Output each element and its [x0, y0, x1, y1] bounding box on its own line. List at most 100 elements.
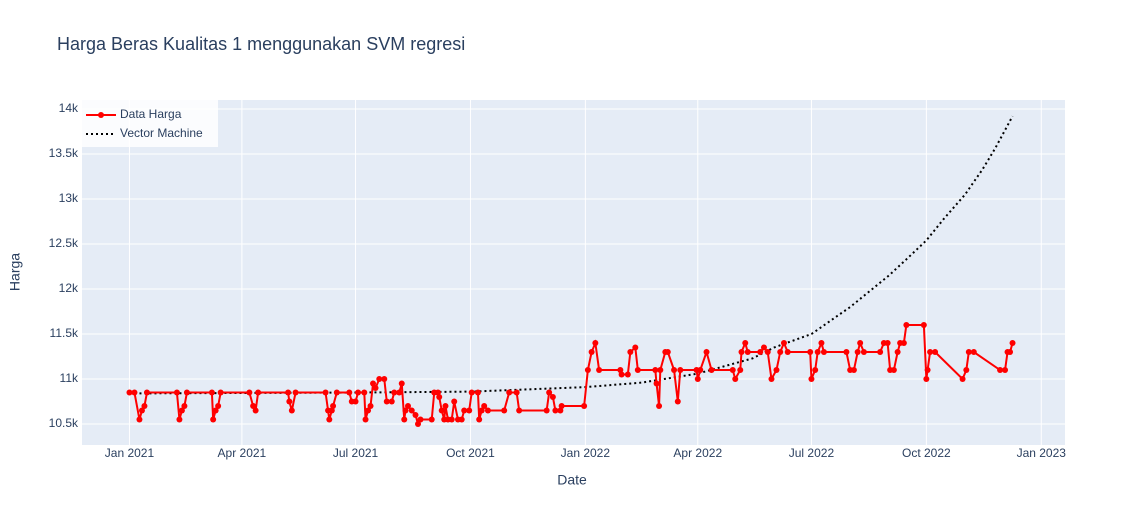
data-point — [428, 416, 435, 423]
data-point — [181, 403, 188, 410]
data-point — [466, 407, 473, 414]
y-tick-label: 13.5k — [49, 146, 79, 160]
data-point — [401, 416, 408, 423]
data-point — [402, 407, 409, 414]
data-point — [388, 398, 395, 405]
data-point — [923, 376, 930, 383]
y-tick-label: 12.5k — [49, 236, 79, 250]
data-point — [326, 416, 333, 423]
data-point — [372, 385, 379, 392]
data-point — [330, 403, 337, 410]
data-point — [808, 376, 815, 383]
data-point — [412, 412, 419, 419]
data-point — [624, 371, 631, 378]
data-point — [737, 367, 744, 374]
data-point — [141, 403, 148, 410]
data-point — [436, 394, 443, 401]
x-tick-label: Oct 2022 — [902, 446, 951, 460]
data-point — [732, 376, 739, 383]
data-point — [768, 376, 775, 383]
data-point — [208, 389, 215, 396]
data-point — [959, 376, 966, 383]
data-point — [903, 322, 910, 329]
data-point — [965, 349, 972, 356]
data-point — [818, 340, 825, 347]
data-point — [476, 416, 483, 423]
data-point — [383, 398, 390, 405]
data-point — [173, 389, 180, 396]
data-point — [381, 376, 388, 383]
legend-label: Vector Machine — [120, 126, 203, 140]
data-point — [890, 367, 897, 374]
data-point — [588, 349, 595, 356]
data-point — [442, 403, 449, 410]
data-point — [448, 416, 455, 423]
data-point — [398, 380, 405, 387]
y-tick-label: 10.5k — [49, 416, 79, 430]
data-point — [138, 407, 145, 414]
data-point — [764, 349, 771, 356]
x-axis-title: Date — [557, 472, 587, 488]
y-tick-label: 12k — [59, 281, 79, 295]
data-point — [784, 349, 791, 356]
data-point — [634, 367, 641, 374]
y-tick-label: 11k — [60, 371, 79, 385]
data-point — [250, 403, 257, 410]
data-point — [546, 389, 553, 396]
data-point — [361, 389, 368, 396]
data-point — [246, 389, 253, 396]
data-point — [742, 340, 749, 347]
data-point — [920, 322, 927, 329]
data-point — [212, 407, 219, 414]
data-point — [543, 407, 550, 414]
data-point — [286, 398, 293, 405]
data-point — [780, 340, 787, 347]
data-point — [451, 398, 458, 405]
data-point — [581, 403, 588, 410]
data-point — [468, 389, 475, 396]
data-point — [370, 380, 377, 387]
x-tick-label: Jan 2022 — [561, 446, 611, 460]
data-point — [807, 349, 814, 356]
data-point — [362, 416, 369, 423]
plot-area — [82, 100, 1065, 445]
x-tick-label: Apr 2022 — [673, 446, 722, 460]
data-point — [549, 394, 556, 401]
data-point — [215, 403, 222, 410]
data-point — [703, 349, 710, 356]
data-point — [288, 407, 295, 414]
chart-title: Harga Beras Kualitas 1 menggunakan SVM r… — [57, 34, 465, 54]
data-point — [777, 349, 784, 356]
data-point — [513, 389, 520, 396]
data-point — [627, 349, 634, 356]
data-point — [812, 367, 819, 374]
data-point — [760, 344, 767, 351]
data-point — [408, 407, 415, 414]
legend-box — [82, 100, 218, 147]
data-point — [652, 367, 659, 374]
data-point — [1009, 340, 1016, 347]
data-point — [376, 376, 383, 383]
data-point — [333, 389, 340, 396]
data-point — [697, 367, 704, 374]
data-point — [252, 407, 259, 414]
data-point — [592, 340, 599, 347]
x-tick-label: Oct 2021 — [446, 446, 495, 460]
data-point — [1002, 367, 1009, 374]
data-point — [478, 407, 485, 414]
data-point — [814, 349, 821, 356]
data-point — [474, 389, 481, 396]
data-point — [126, 389, 133, 396]
data-point — [1007, 349, 1014, 356]
data-point — [843, 349, 850, 356]
data-point — [656, 403, 663, 410]
data-point — [694, 376, 701, 383]
data-point — [405, 403, 412, 410]
data-point — [217, 389, 224, 396]
data-point — [458, 416, 465, 423]
data-point — [677, 367, 684, 374]
data-point — [481, 403, 488, 410]
data-point — [322, 389, 329, 396]
y-axis-title: Harga — [7, 253, 23, 291]
